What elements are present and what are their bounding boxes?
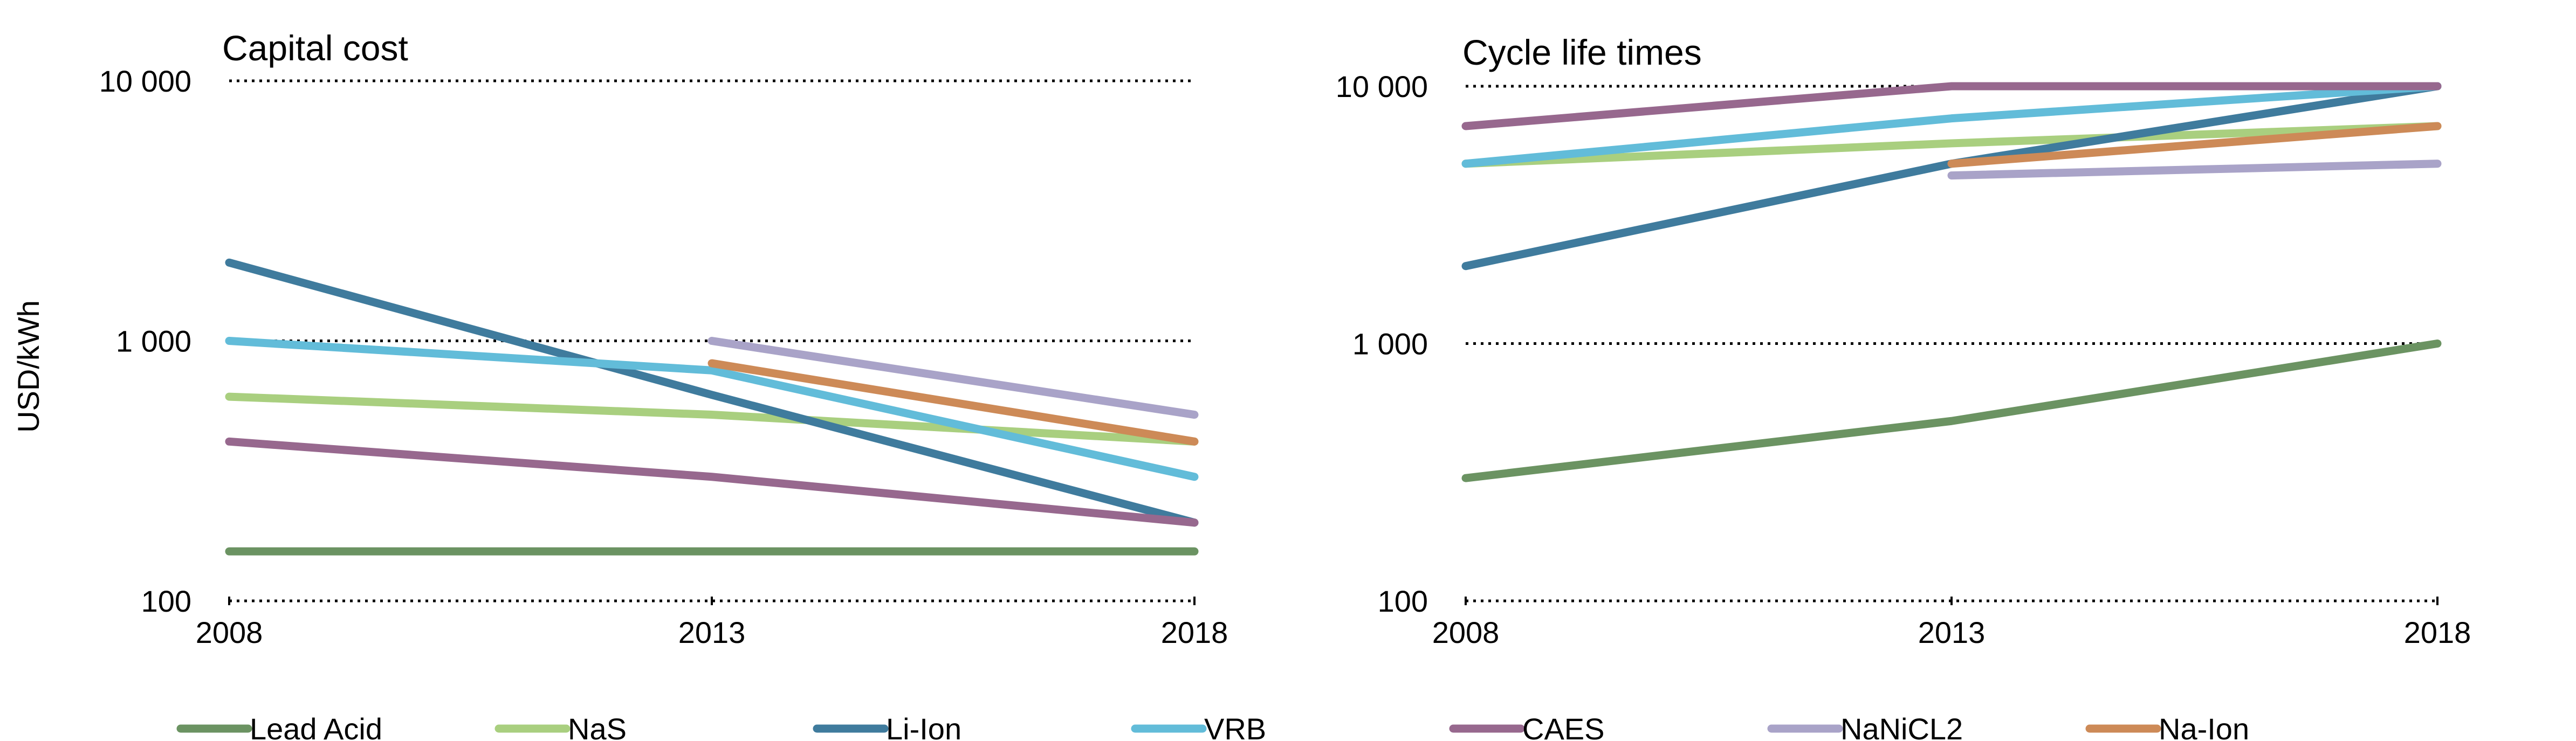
chart-cycle-life-times: Cycle life times 100 1 000 10 000 2008 2013 20…	[1336, 32, 2471, 649]
y-tick-label: 100	[1378, 584, 1428, 618]
x-tick-label: 2018	[2404, 615, 2471, 649]
x-tick-label: 2018	[1161, 615, 1228, 649]
y-tick-label: 1 000	[1352, 327, 1428, 361]
series-line-caes	[225, 437, 1199, 527]
series-line-li-ion	[225, 258, 1199, 527]
legend-item-li-ion: Li-Ion	[813, 712, 961, 741]
series-line-nas	[1461, 122, 2442, 168]
legend: Lead Acid NaS Li-Ion VRB CAES NaNiCL2 Na-Ion	[176, 712, 2249, 741]
legend-label: CAES	[1522, 712, 1605, 741]
series-line-vrb	[1461, 82, 2442, 168]
legend-label: VRB	[1204, 712, 1266, 741]
legend-item-nanicl2: NaNiCL2	[1767, 712, 1963, 741]
x-tick-label: 2013	[678, 615, 746, 649]
y-tick-label: 10 000	[99, 64, 191, 98]
x-tick-label: 2008	[1432, 615, 1500, 649]
x-tick-label: 2013	[1918, 615, 1986, 649]
series-line-vrb	[225, 337, 1199, 481]
series-line-nas	[225, 392, 1199, 446]
x-tick-label: 2008	[196, 615, 263, 649]
legend-label: Lead Acid	[250, 712, 382, 741]
y-tick-label: 10 000	[1336, 70, 1428, 103]
chart-capital-cost: Capital cost 100 1 000 10 000 2008 2013 2018	[99, 28, 1228, 649]
legend-label: NaNiCL2	[1840, 712, 1963, 741]
legend-item-na-ion: Na-Ion	[2085, 712, 2249, 741]
series-line-nanicl2	[1947, 160, 2442, 180]
y-tick-label: 100	[141, 584, 191, 618]
legend-label: NaS	[568, 712, 627, 741]
y-tick-label: 1 000	[116, 324, 191, 358]
legend-item-caes: CAES	[1449, 712, 1605, 741]
y-axis-label: USD/kWh	[11, 300, 45, 433]
chart-title: Cycle life times	[1462, 32, 1702, 72]
series-line-lead-acid	[1461, 340, 2442, 482]
legend-item-vrb: VRB	[1131, 712, 1266, 741]
legend-label: Li-Ion	[886, 712, 961, 741]
series-line-caes	[1461, 82, 2442, 130]
legend-label: Na-Ion	[2159, 712, 2249, 741]
legend-item-nas: NaS	[494, 712, 627, 741]
series-line-na-ion	[707, 359, 1199, 446]
chart-title: Capital cost	[222, 28, 408, 68]
legend-item-lead-acid: Lead Acid	[176, 712, 382, 741]
series-line-na-ion	[1947, 122, 2442, 168]
series-line-nanicl2	[707, 337, 1199, 419]
